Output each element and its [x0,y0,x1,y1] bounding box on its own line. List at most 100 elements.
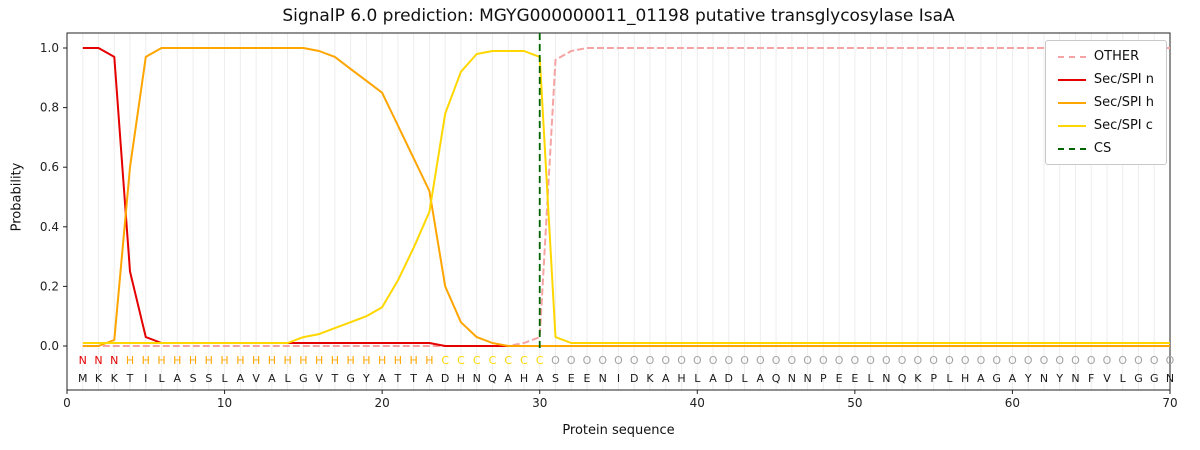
sequence-letter: S [552,372,559,385]
sequence-letter: Y [1055,372,1063,385]
region-letter: O [819,354,828,367]
sequence-letter: P [930,372,937,385]
sequence-letter: K [111,372,119,385]
legend-item-Sec-SPI-n: Sec/SPI n [1057,71,1154,88]
region-letter: O [551,354,560,367]
y-tick-label: 0.4 [40,220,59,234]
region-letter: H [378,354,386,367]
region-letter: C [536,354,544,367]
sequence-letter: H [677,372,685,385]
region-letter: C [504,354,512,367]
sequence-letter: V [252,372,260,385]
sequence-letter: Q [898,372,907,385]
sequence-letter: A [426,372,434,385]
sequence-letter: S [205,372,212,385]
legend-line-sample [1057,101,1086,104]
region-letter: H [252,354,260,367]
sequence-letter: H [520,372,528,385]
sequence-letter: I [144,372,147,385]
sequence-letter: K [646,372,654,385]
region-letter: O [1150,354,1159,367]
region-letter: O [1040,354,1049,367]
region-letter: O [567,354,576,367]
sequence-letter: N [788,372,796,385]
sequence-letter: I [617,372,620,385]
legend: OTHER Sec/SPI n Sec/SPI h Sec/SPI c CS [1044,40,1167,165]
sequence-letter: K [914,372,922,385]
sequence-letter: T [409,372,417,385]
chart-title: SignalP 6.0 prediction: MGYG000000011_01… [282,6,955,26]
legend-item-Sec-SPI-c: Sec/SPI c [1057,117,1154,134]
sequence-letter: G [1150,372,1159,385]
legend-line-sample [1057,55,1086,58]
region-letter: O [1008,354,1017,367]
sequence-letter: V [315,372,323,385]
region-letter: H [283,354,291,367]
sequence-letter: E [568,372,575,385]
region-letter: O [1071,354,1080,367]
sequence-letter: N [882,372,890,385]
sequence-letter: N [803,372,811,385]
region-letter: O [977,354,986,367]
sequence-letter: N [1166,372,1174,385]
sequence-letter: Y [1024,372,1032,385]
plot-border [66,32,1171,391]
sequence-letter: S [190,372,197,385]
x-tick-label: 60 [1005,396,1020,410]
region-letter: O [835,354,844,367]
region-letter: O [803,354,812,367]
legend-line-sample [1057,78,1086,81]
sequence-letter: T [126,372,134,385]
region-letter: O [882,354,891,367]
region-letter: O [914,354,923,367]
region-letter: H [299,354,307,367]
sequence-letter: V [1103,372,1111,385]
region-letter: H [268,354,276,367]
sequence-letter: A [1009,372,1017,385]
region-letter: O [583,354,592,367]
region-letter: O [724,354,733,367]
region-letter: O [772,354,781,367]
region-letter: H [346,354,354,367]
x-tick-label: 50 [847,396,862,410]
series-line-Sec-SPI-n [82,47,1170,347]
sequence-letter: A [268,372,276,385]
sequence-letter: G [299,372,308,385]
legend-line-sample [1057,147,1086,150]
region-letter: O [598,354,607,367]
region-letter: H [394,354,402,367]
sequence-letter: P [820,372,827,385]
sequence-letter: M [78,372,88,385]
region-letter: O [693,354,702,367]
region-letter: O [740,354,749,367]
sequence-letter: H [961,372,969,385]
sequence-letter: D [630,372,638,385]
region-letter: O [1134,354,1143,367]
series-line-Sec-SPI-h [82,47,1170,347]
region-letter: H [157,354,165,367]
region-letter: H [331,354,339,367]
sequence-letter: A [709,372,717,385]
region-letter: O [1103,354,1112,367]
sequence-letter: L [694,372,701,385]
y-tick-label: 1.0 [40,41,59,55]
region-letter: N [110,354,118,367]
y-tick-label: 0.8 [40,101,59,115]
sequence-letter: K [95,372,103,385]
x-axis-label: Protein sequence [562,423,675,438]
region-letter: O [677,354,686,367]
sequence-letter: L [285,372,292,385]
sequence-letter: G [1134,372,1143,385]
sequence-letter: E [584,372,591,385]
region-letter: O [1118,354,1127,367]
legend-item-OTHER: OTHER [1057,48,1154,65]
region-letter: O [756,354,765,367]
y-tick-label: 0.0 [40,339,59,353]
x-tick-label: 70 [1162,396,1177,410]
region-letter: H [126,354,134,367]
region-letter: C [473,354,481,367]
region-letter: N [94,354,102,367]
sequence-letter: A [757,372,765,385]
